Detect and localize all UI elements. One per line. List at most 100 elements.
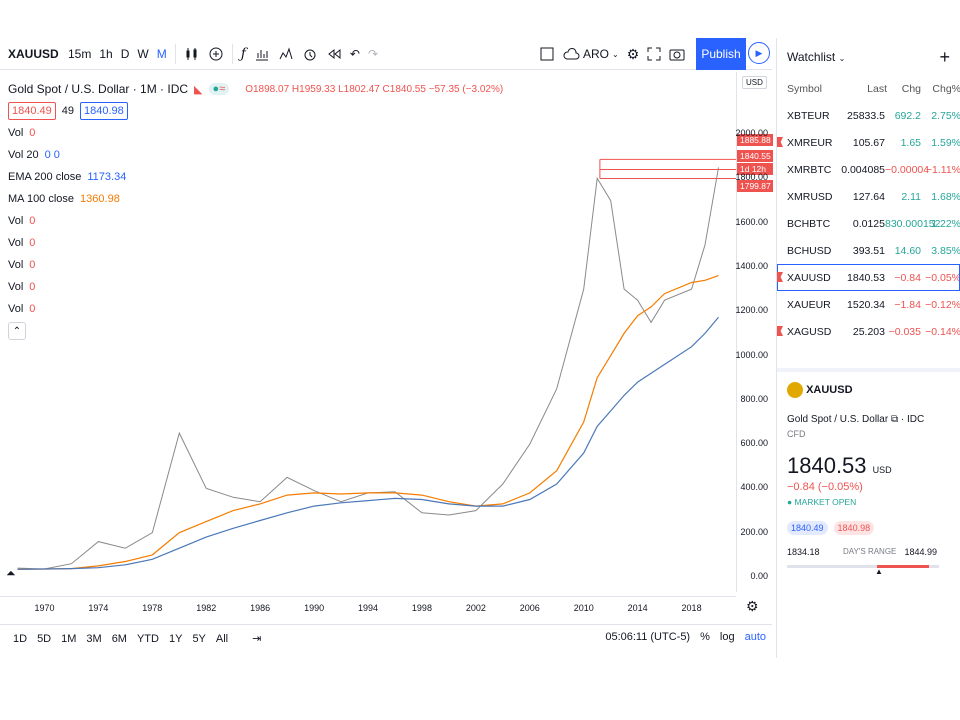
range-button-all[interactable]: All — [215, 632, 229, 645]
col-last[interactable]: Last — [867, 83, 887, 95]
range-button-1y[interactable]: 1Y — [168, 632, 183, 645]
settings-gear-icon[interactable]: ⚙ — [626, 45, 640, 62]
publish-button[interactable]: Publish — [696, 38, 746, 70]
auto-scale-toggle[interactable]: auto — [744, 631, 766, 643]
replay-icon[interactable] — [322, 40, 346, 68]
watchlist-last: 127.64 — [852, 190, 885, 203]
indicator-row[interactable]: Vol 0 — [8, 276, 503, 298]
col-symbol[interactable]: Symbol — [787, 83, 823, 95]
interval-1h[interactable]: 1h — [99, 46, 113, 61]
camera-snapshot-icon[interactable] — [665, 40, 689, 68]
fullscreen-icon[interactable] — [643, 40, 665, 68]
series-title: Gold Spot / U.S. Dollar · 1M · IDC — [8, 82, 189, 96]
watchlist-row-xagusd[interactable]: XAGUSD 25.203 −0.035 −0.14% — [777, 318, 960, 345]
flag-icon[interactable] — [777, 272, 783, 282]
range-button-1d[interactable]: 1D — [13, 632, 28, 645]
range-button-5d[interactable]: 5D — [37, 632, 52, 645]
indicator-row[interactable]: Vol 0 — [8, 254, 503, 276]
price-tick-label: 1800.00 — [735, 172, 768, 183]
axis-settings-gear-icon[interactable]: ⚙ — [746, 598, 759, 614]
watchlist-rows: XBTEUR 25833.5 692.2 2.75% XMREUR 105.67 1.65 1… — [777, 102, 960, 345]
indicator-value: 1360.98 — [80, 193, 120, 205]
watchlist-title-button[interactable]: Watchlist ⌄ — [787, 50, 846, 64]
watchlist-last: 0.004085 — [841, 163, 885, 176]
watchlist-row-xaueur[interactable]: XAUEUR 1520.34 −1.84 −0.12% — [777, 291, 960, 318]
interval-w[interactable]: W — [137, 46, 149, 61]
indicator-row[interactable]: Vol 0 — [8, 210, 503, 232]
range-button-6m[interactable]: 6M — [111, 632, 127, 645]
range-button-5y[interactable]: 5Y — [192, 632, 206, 645]
detail-change: −0.84 (−0.05%) — [787, 481, 863, 493]
go-to-realtime-icon[interactable]: ⏶ — [6, 566, 16, 580]
price-tick-label: 1600.00 — [735, 216, 768, 227]
price-tick-label: 1000.00 — [735, 349, 768, 360]
watchlist-symbol: XAUUSD — [787, 271, 831, 284]
price-axis[interactable]: 1885.88 1840.55 1d 12h 1799.87 2000.00 18… — [735, 72, 773, 592]
bottom-toolbar: 1D 5D 1M 3M 6M YTD 1Y 5Y All ⇥ 05:06:11 (UTC-5) … — [0, 624, 772, 652]
range-bar: ▲ — [787, 565, 951, 585]
cloud-save-button[interactable]: ARO ⌄ — [558, 40, 623, 68]
range-button-3m[interactable]: 3M — [86, 632, 102, 645]
compare-add-icon[interactable] — [204, 40, 228, 68]
price-chart[interactable] — [0, 72, 736, 596]
collapse-legend-icon[interactable]: ⌃ — [8, 322, 26, 340]
col-chg[interactable]: Chg — [901, 83, 921, 95]
indicator-row[interactable]: EMA 200 close 1173.34 — [8, 166, 503, 188]
range-button-ytd[interactable]: YTD — [136, 632, 159, 645]
watchlist-pct: 2.75% — [931, 109, 960, 122]
range-button-1m[interactable]: 1M — [61, 632, 77, 645]
detail-description[interactable]: Gold Spot / U.S. Dollar — [787, 414, 889, 425]
indicator-row[interactable]: MA 100 close 1360.98 — [8, 188, 503, 210]
log-scale-toggle[interactable]: log — [719, 631, 735, 643]
play-icon[interactable]: ▶ — [748, 42, 770, 64]
layout-square-icon[interactable] — [536, 40, 558, 68]
watchlist-pct: −0.05% — [925, 271, 960, 284]
undo-icon[interactable]: ↶ — [349, 46, 360, 61]
last-price-tag: 1840.55 — [737, 150, 773, 162]
financials-icon[interactable] — [250, 40, 274, 68]
indicator-row[interactable]: Vol 0 — [8, 298, 503, 320]
interval-m[interactable]: M — [156, 46, 167, 61]
candle-style-icon[interactable] — [180, 40, 204, 68]
price-tick-label: 200.00 — [740, 526, 768, 537]
flag-icon[interactable] — [777, 326, 783, 336]
watchlist-row-xmrusd[interactable]: XMRUSD 127.64 2.11 1.68% — [777, 183, 960, 210]
percent-scale-toggle[interactable]: % — [700, 631, 710, 643]
watchlist-row-xmreur[interactable]: XMREUR 105.67 1.65 1.59% — [777, 129, 960, 156]
interval-15m[interactable]: 15m — [68, 46, 92, 61]
flag-icon[interactable] — [777, 137, 783, 147]
gold-coin-icon — [787, 382, 803, 398]
spread-value: 49 — [61, 105, 75, 117]
col-chg-pct[interactable]: Chg% — [932, 83, 960, 95]
interval-d[interactable]: D — [120, 46, 130, 61]
clock-timezone[interactable]: 05:06:11 (UTC-5) — [605, 631, 691, 643]
time-axis[interactable]: 1970 1974 1978 1982 1986 1990 1994 1998 2002 2006… — [0, 596, 736, 620]
chart-pane[interactable]: Gold Spot / U.S. Dollar · 1M · IDC ◣ ●≈ … — [0, 72, 773, 620]
detail-bid-box[interactable]: 1840.49 — [787, 521, 828, 535]
goto-date-icon[interactable]: ⇥ — [252, 633, 262, 645]
watchlist-last: 1840.53 — [847, 271, 885, 284]
time-tick-label: 1974 — [88, 603, 109, 613]
watchlist-row-bchusd[interactable]: BCHUSD 393.51 14.60 3.85% — [777, 237, 960, 264]
eye-toggle-icon[interactable]: ●≈ — [208, 83, 230, 95]
ask-price-box[interactable]: 1840.98 — [80, 102, 128, 120]
watchlist-row-xmrbtc[interactable]: XMRBTC 0.004085 −0.00004 −1.11% — [777, 156, 960, 183]
indicator-row[interactable]: Vol 0 — [8, 232, 503, 254]
indicator-row[interactable]: Vol 0 — [8, 122, 503, 144]
redo-icon[interactable]: ↷ — [367, 46, 379, 61]
watchlist-row-xauusd[interactable]: XAUUSD 1840.53 −0.84 −0.05% — [777, 264, 960, 291]
detail-ask-box[interactable]: 1840.98 — [833, 521, 875, 535]
add-symbol-icon[interactable]: + — [939, 46, 950, 67]
symbol-search-button[interactable]: XAUUSD — [8, 46, 59, 61]
bid-price-box[interactable]: 1840.49 — [8, 102, 56, 120]
currency-label[interactable]: USD — [742, 76, 767, 89]
indicators-icon[interactable]: ƒ — [240, 45, 246, 62]
watchlist-row-bchbtc[interactable]: BCHBTC 0.0125 830.000152 1.22% — [777, 210, 960, 237]
flag-icon[interactable]: ◣ — [194, 83, 203, 96]
alert-clock-icon[interactable] — [298, 40, 322, 68]
external-link-icon[interactable]: ⧉ — [890, 414, 899, 425]
indicator-row[interactable]: Vol 20 0 0 — [8, 144, 503, 166]
watchlist-last: 105.67 — [852, 136, 885, 149]
watchlist-row-xbteur[interactable]: XBTEUR 25833.5 692.2 2.75% — [777, 102, 960, 129]
templates-icon[interactable] — [274, 40, 298, 68]
